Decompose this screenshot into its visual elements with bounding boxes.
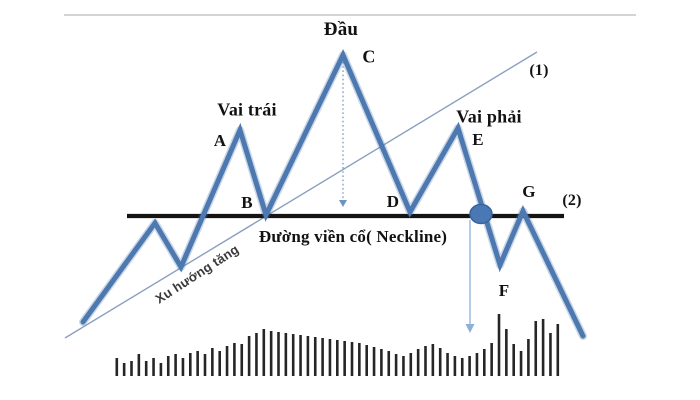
volume-bar xyxy=(409,353,413,376)
volume-bar xyxy=(189,353,192,376)
volume-bar xyxy=(527,339,530,376)
volume-bar xyxy=(512,344,515,376)
volume-bar xyxy=(181,358,185,376)
volume-bar xyxy=(497,314,501,376)
volume-bar xyxy=(159,363,163,376)
volume-bar xyxy=(299,335,302,376)
volume-bar xyxy=(306,336,310,376)
volume-bar xyxy=(460,358,464,376)
volume-bar xyxy=(313,337,317,376)
volume-bar xyxy=(402,356,405,376)
volume-bar xyxy=(203,354,207,376)
volume-bar xyxy=(211,348,214,376)
volume-bar xyxy=(277,332,280,376)
volume-bar xyxy=(152,358,155,376)
volume-bar xyxy=(284,333,288,376)
breakout-point-dot xyxy=(469,203,493,225)
volume-bar xyxy=(166,356,170,376)
volume-bar xyxy=(380,349,383,376)
volume-bar xyxy=(225,346,229,376)
volume-bar xyxy=(218,351,221,376)
volume-bar xyxy=(130,361,133,376)
volume-bar xyxy=(387,351,391,376)
uptrend-trendline xyxy=(64,51,538,339)
volume-bar xyxy=(262,329,266,376)
volume-bar xyxy=(468,356,471,376)
volume-bar xyxy=(233,343,236,376)
price-line xyxy=(80,48,586,339)
head-height-measure xyxy=(339,62,347,207)
volume-bar xyxy=(394,354,398,376)
volume-bar xyxy=(475,353,479,376)
volume-bar xyxy=(534,321,538,376)
volume-bar xyxy=(519,351,523,376)
volume-bar xyxy=(240,344,244,376)
volume-bar xyxy=(291,334,295,376)
volume-bar xyxy=(336,340,339,376)
volume-bar xyxy=(343,341,346,376)
volume-bar xyxy=(328,339,332,376)
volume-bar xyxy=(350,342,354,376)
volume-bar xyxy=(556,324,560,376)
volume-bar xyxy=(115,358,119,376)
volume-bar xyxy=(255,333,258,376)
volume-bar xyxy=(505,329,508,376)
volume-bar xyxy=(137,354,141,376)
volume-bar xyxy=(424,346,427,376)
breakout-target-arrow xyxy=(465,220,475,333)
volume-bar xyxy=(174,354,177,376)
volume-bar xyxy=(122,363,126,376)
volume-bar xyxy=(453,356,457,376)
price-line-glow xyxy=(79,51,587,340)
head-height-arrowhead-icon xyxy=(339,200,347,207)
volume-bar xyxy=(321,338,324,376)
breakout-arrowhead-icon xyxy=(465,324,475,333)
volume-bar xyxy=(144,361,148,376)
volume-bar xyxy=(446,353,449,376)
volume-bar xyxy=(372,347,376,376)
volume-bar xyxy=(365,345,368,376)
volume-bar xyxy=(269,331,273,376)
volume-bar xyxy=(416,349,420,376)
volume-bars xyxy=(115,314,560,376)
volume-bar xyxy=(196,351,199,376)
volume-bar xyxy=(438,348,442,376)
volume-bar xyxy=(431,344,435,376)
volume-bar xyxy=(247,336,251,376)
volume-bar xyxy=(358,343,361,376)
volume-bar xyxy=(490,343,493,376)
volume-bar xyxy=(549,333,552,376)
volume-bar xyxy=(483,349,486,376)
volume-bar xyxy=(541,319,545,376)
